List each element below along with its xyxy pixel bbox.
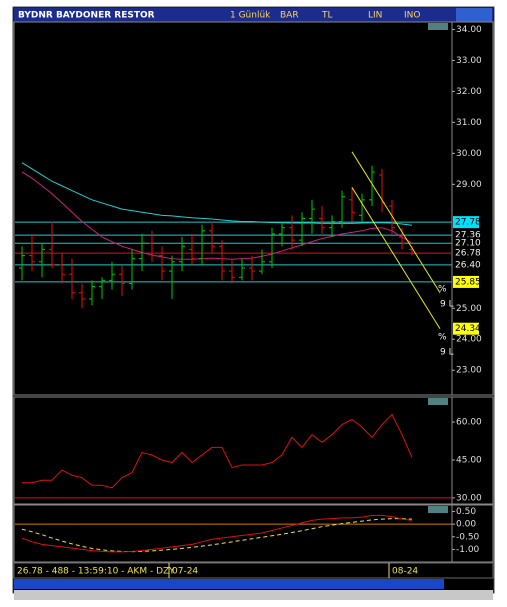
annotation: 9 L [440, 348, 454, 358]
panel-button[interactable] [428, 398, 448, 405]
panel [13, 396, 494, 505]
marker-label: 24.34 [455, 324, 481, 334]
y-tick-label: 60.00 [456, 418, 482, 428]
mode-button[interactable]: LIN [368, 11, 382, 21]
y-tick-label: 30.00 [456, 493, 482, 503]
y-tick-label: 23.00 [456, 366, 482, 376]
level-label: 26.78 [455, 249, 481, 259]
mode-button[interactable]: BAR [280, 11, 299, 21]
status-bar [13, 562, 494, 579]
title-bar [14, 8, 493, 22]
mode-button[interactable]: TL [321, 11, 333, 21]
indicator-line [21, 171, 413, 260]
level-label: 27.36 [455, 231, 481, 241]
scrollbar[interactable] [14, 579, 444, 589]
level-label-bg [453, 216, 479, 229]
y-tick-label: 33.00 [456, 56, 482, 66]
trend-line [351, 151, 441, 294]
trend-line [351, 187, 441, 329]
annotation: % [438, 333, 447, 343]
plot-area [15, 514, 452, 553]
level-label: 27.78 [455, 218, 481, 228]
panel [13, 21, 494, 396]
panel-button[interactable] [428, 23, 448, 30]
mode-button[interactable]: INO [404, 11, 420, 21]
window-controls[interactable] [456, 8, 492, 22]
indicator-line [21, 518, 413, 553]
level-label: 26.40 [455, 260, 481, 270]
y-tick-label: 31.00 [456, 118, 482, 128]
y-tick-label: 0.00 [456, 520, 476, 530]
plot-area [15, 162, 452, 309]
marker-bg [453, 322, 479, 335]
plot-area [15, 413, 452, 499]
y-tick-label: 34.00 [456, 25, 482, 35]
toolbar[interactable] [14, 590, 493, 600]
y-tick-label: 45.00 [456, 455, 482, 465]
annotation: 9 L [440, 300, 454, 310]
panel-button[interactable] [428, 506, 448, 513]
date-label: 08-24 [392, 567, 418, 577]
chart-window [12, 6, 495, 594]
panel [13, 504, 494, 563]
y-tick-label: -0.50 [456, 532, 480, 542]
window-title: BYDNR BAYDONER RESTOR [18, 11, 155, 21]
indicator-line [21, 162, 413, 226]
annotation: % [438, 285, 447, 295]
level-label: 25.85 [455, 277, 481, 287]
y-tick-label: -1.00 [456, 545, 480, 555]
indicator-line [22, 413, 413, 489]
level-label-bg [453, 247, 479, 260]
y-tick-label: 25.00 [456, 304, 482, 314]
period[interactable]: 1 Günlük [230, 11, 271, 21]
level-label-bg [453, 258, 479, 271]
date-label: 07-24 [172, 567, 198, 577]
y-tick-label: 24.00 [456, 335, 482, 345]
y-tick-label: 29.00 [456, 180, 482, 190]
status-text: 26.78 - 488 - 13:59:10 - AKM - DZY [17, 567, 175, 577]
level-label-bg [453, 237, 479, 250]
y-tick-label: 30.00 [456, 149, 482, 159]
y-tick-label: 32.00 [456, 87, 482, 97]
indicator-line [21, 514, 413, 553]
y-tick-label: 0.50 [456, 507, 476, 517]
level-label: 27.10 [455, 239, 481, 249]
level-label-bg [453, 275, 479, 288]
